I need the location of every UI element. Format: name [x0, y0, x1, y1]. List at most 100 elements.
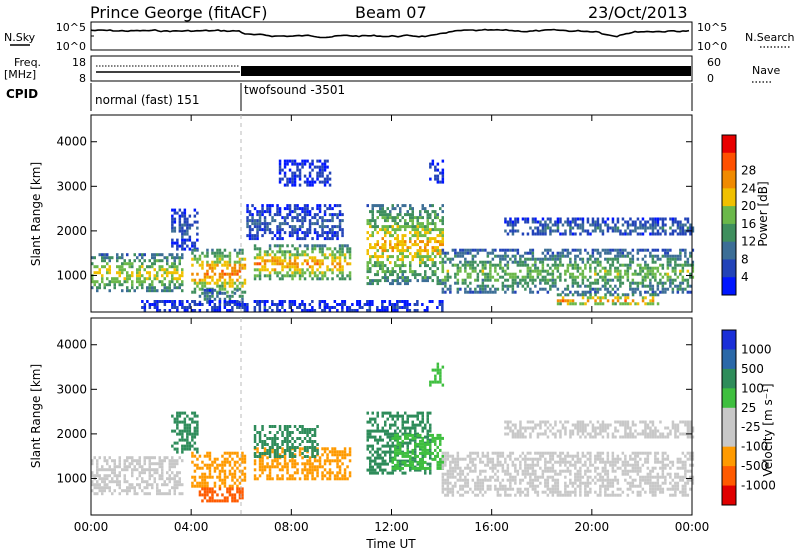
heatmap-cell: [439, 207, 442, 211]
heatmap-cell: [416, 273, 419, 277]
heatmap-cell: [416, 466, 419, 470]
heatmap-cell: [574, 302, 577, 306]
heatmap-cell: [376, 225, 379, 229]
heatmap-cell: [306, 428, 309, 431]
heatmap-cell: [571, 272, 575, 276]
heatmap-cell: [316, 268, 319, 272]
heatmap-cell: [326, 177, 329, 181]
heatmap-cell: [369, 432, 372, 436]
heatmap-cell: [409, 457, 412, 461]
heatmap-cell: [143, 492, 146, 496]
heatmap-cell: [556, 487, 560, 491]
heatmap-cell: [576, 281, 580, 285]
heatmap-cell: [529, 290, 532, 294]
heatmap-cell: [178, 259, 181, 263]
heatmap-cell: [181, 229, 184, 233]
heatmap-cell: [419, 234, 422, 238]
heatmap-cell: [684, 217, 687, 221]
heatmap-cell: [331, 453, 334, 457]
heatmap-cell: [521, 260, 525, 264]
heatmap-cell: [263, 262, 267, 266]
heatmap-cell: [283, 462, 287, 466]
heatmap-cell: [379, 207, 382, 211]
heatmap-cell: [161, 483, 164, 487]
heatmap-cell: [491, 284, 495, 288]
heatmap-cell: [196, 466, 199, 470]
heatmap-cell: [574, 257, 577, 261]
heatmap-cell: [203, 294, 207, 298]
heatmap-cell: [544, 229, 547, 233]
heatmap-cell: [641, 232, 645, 236]
heatmap-cell: [371, 207, 374, 211]
heatmap-cell: [584, 263, 587, 267]
heatmap-cell: [501, 248, 505, 252]
heatmap-cell: [321, 453, 324, 457]
heatmap-cell: [391, 450, 394, 454]
heatmap-cell: [521, 278, 525, 282]
heatmap-cell: [308, 183, 312, 187]
heatmap-cell: [231, 278, 234, 282]
heatmap-cell: [173, 417, 177, 421]
heatmap-cell: [539, 287, 542, 291]
heatmap-cell: [681, 263, 685, 267]
heatmap-cell: [213, 457, 217, 461]
heatmap-cell: [276, 262, 279, 266]
heatmap-cell: [283, 437, 287, 440]
heatmap-cell: [283, 216, 287, 220]
heatmap-cell: [491, 275, 495, 279]
heatmap-cell: [171, 414, 174, 418]
heatmap-cell: [111, 492, 114, 496]
heatmap-cell: [118, 265, 121, 269]
heatmap-cell: [153, 480, 156, 484]
heatmap-cell: [286, 431, 289, 434]
heatmap-cell: [178, 456, 181, 460]
heatmap-cell: [514, 469, 517, 473]
heatmap-cell: [471, 490, 475, 494]
heatmap-cell: [426, 411, 429, 415]
heatmap-cell: [576, 248, 580, 252]
heatmap-cell: [181, 223, 184, 227]
heatmap-cell: [186, 306, 189, 309]
heatmap-cell: [526, 481, 530, 485]
heatmap-cell: [416, 442, 419, 446]
heatmap-cell: [113, 459, 116, 463]
heatmap-cell: [589, 223, 592, 227]
heatmap-cell: [566, 299, 570, 303]
heatmap-cell: [303, 431, 307, 434]
heatmap-cell: [216, 278, 219, 282]
heatmap-cell: [153, 468, 156, 472]
heatmap-cell: [331, 213, 334, 217]
heatmap-cell: [316, 222, 319, 226]
heatmap-cell: [374, 219, 377, 223]
heatmap-cell: [409, 441, 412, 445]
heatmap-cell: [293, 271, 297, 275]
heatmap-cell: [216, 281, 219, 285]
heatmap-cell: [554, 254, 557, 258]
heatmap-cell: [166, 262, 169, 266]
heatmap-cell: [101, 468, 104, 472]
heatmap-cell: [424, 273, 427, 277]
heatmap-cell: [629, 251, 632, 255]
heatmap-cell: [404, 411, 407, 415]
heatmap-cell: [238, 251, 242, 255]
heatmap-cell: [276, 443, 279, 446]
heatmap-cell: [441, 306, 444, 309]
heatmap-cell: [369, 459, 372, 463]
heatmap-cell: [266, 456, 269, 460]
heatmap-cell: [181, 271, 184, 275]
heatmap-cell: [639, 223, 642, 227]
heatmap-cell: [646, 272, 650, 276]
heatmap-cell: [664, 232, 667, 236]
heatmap-cell: [454, 484, 457, 488]
heatmap-cell: [446, 481, 450, 485]
heatmap-cell: [681, 226, 685, 230]
heatmap-cell: [256, 247, 259, 251]
heatmap-cell: [281, 262, 284, 266]
heatmap-cell: [316, 219, 319, 223]
heatmap-cell: [384, 213, 387, 217]
heatmap-cell: [474, 266, 477, 270]
heatmap-cell: [401, 225, 404, 229]
heatmap-cell: [311, 277, 314, 281]
heatmap-cell: [263, 452, 267, 455]
heatmap-cell: [666, 254, 670, 258]
